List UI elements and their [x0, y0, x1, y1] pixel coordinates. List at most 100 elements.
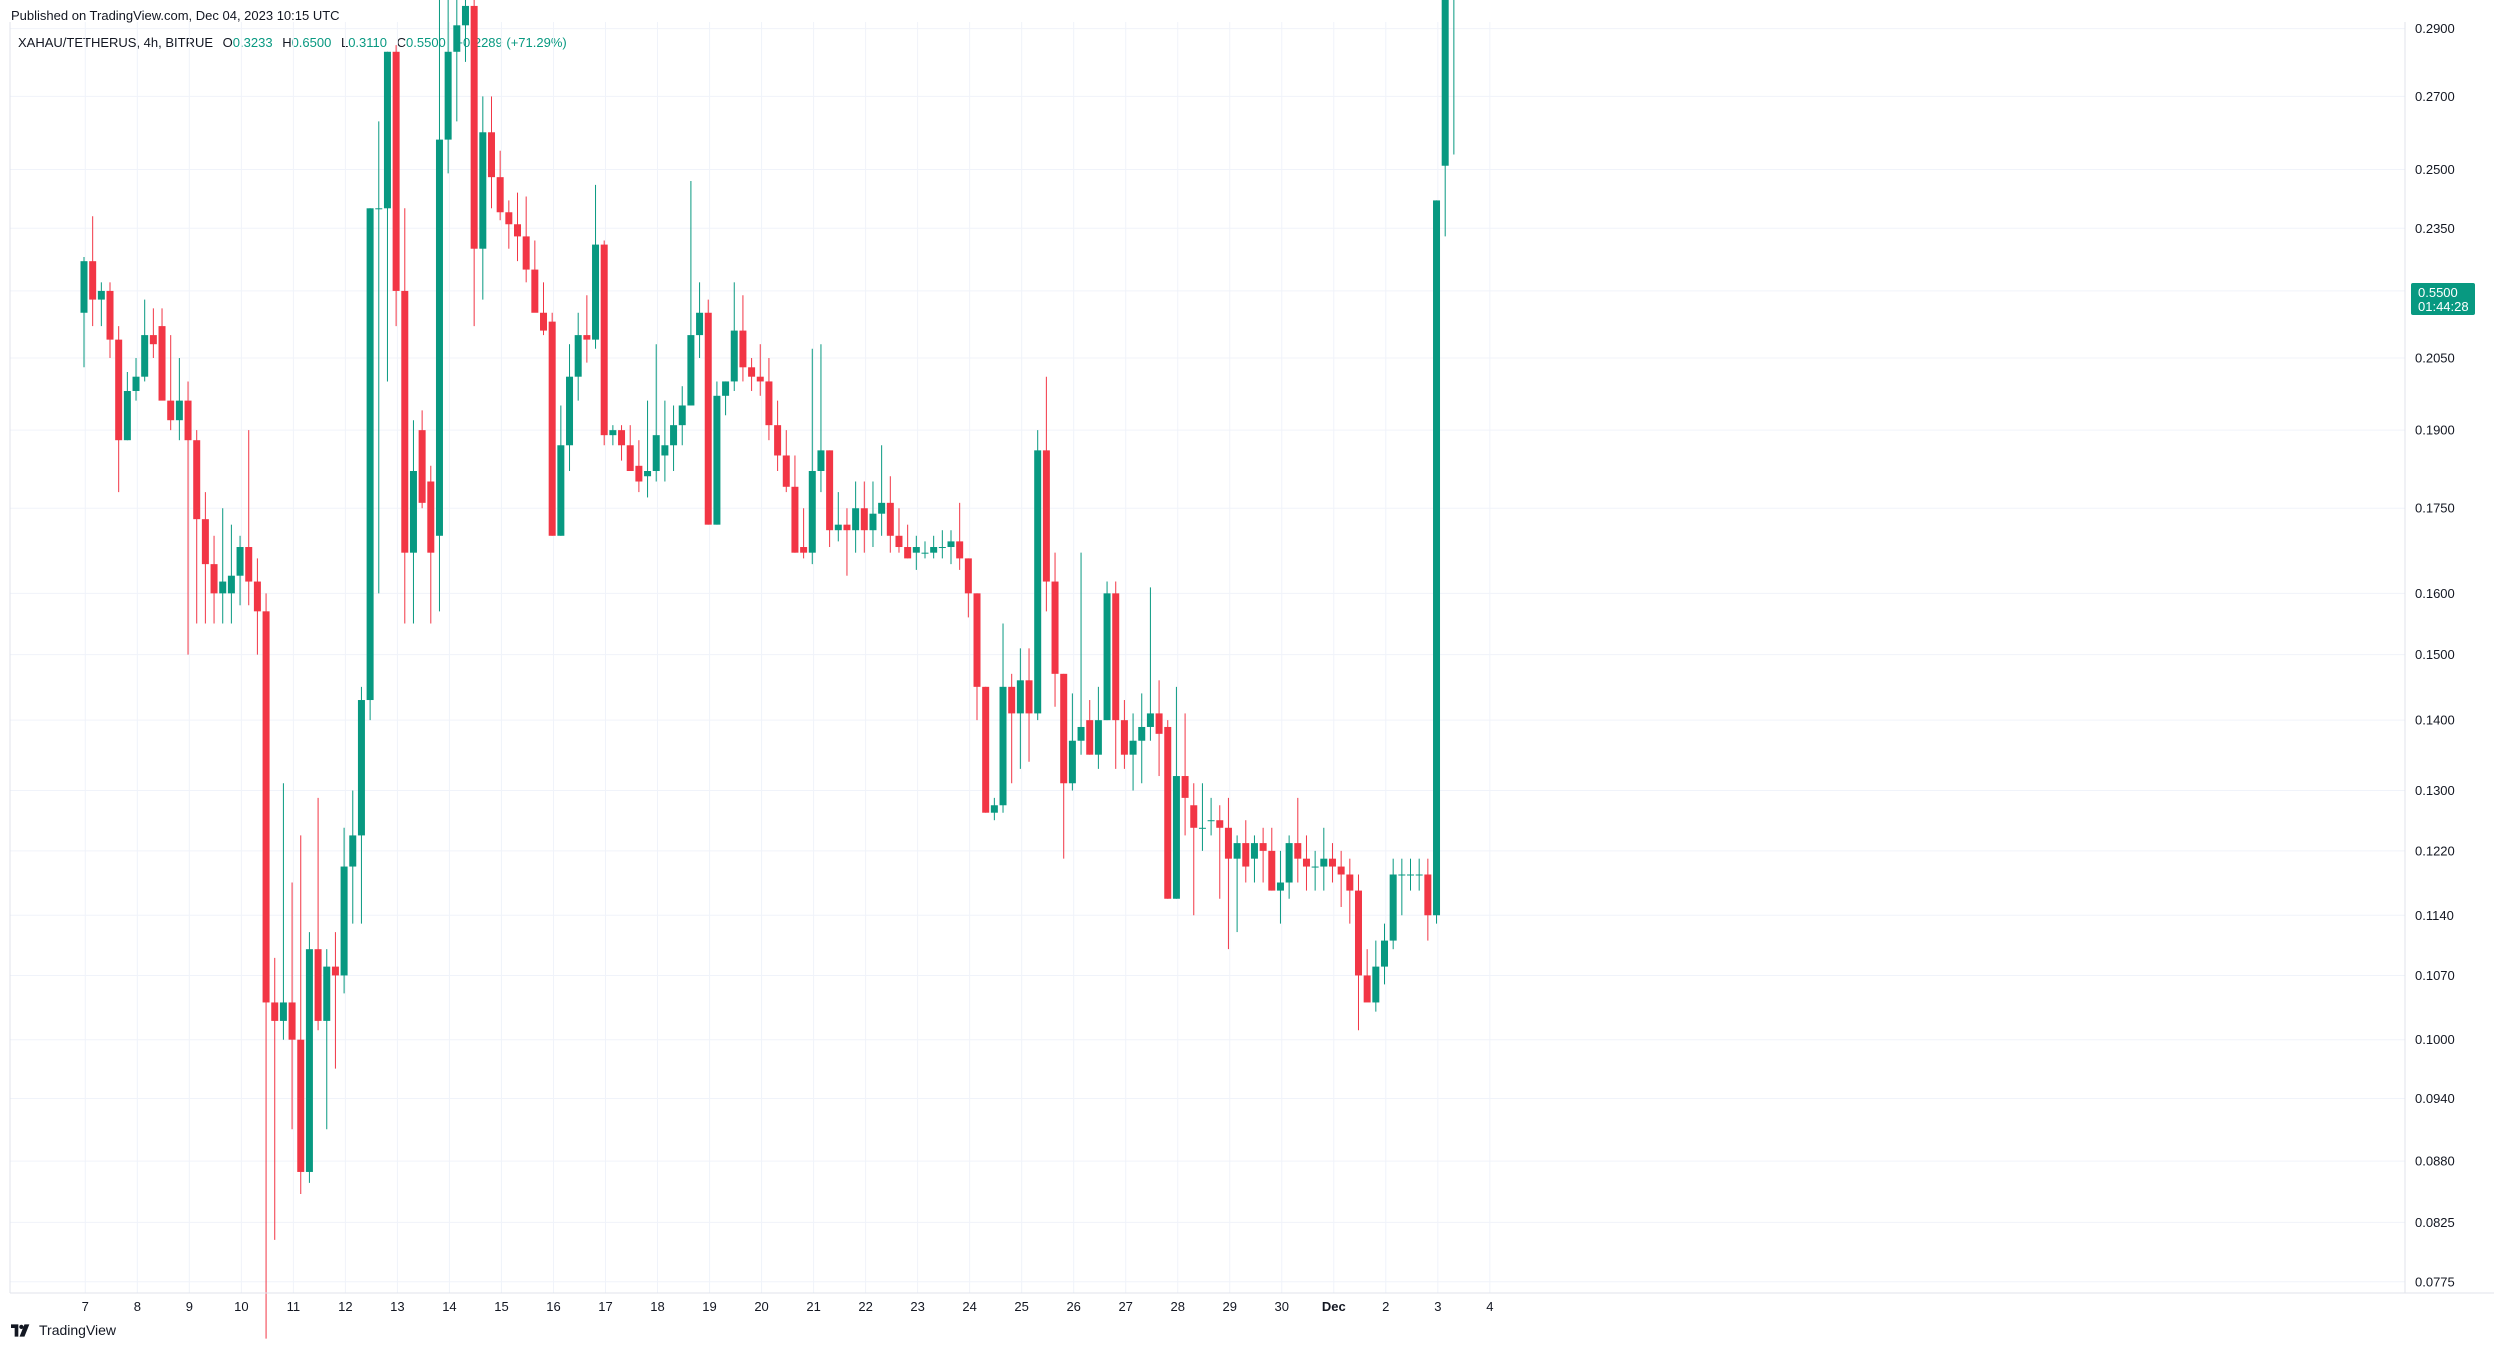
x-tick-label: 17 [598, 1299, 612, 1314]
candle-body [262, 611, 270, 1003]
candle-body [1433, 200, 1441, 916]
candle-body [184, 400, 192, 441]
candle-body [461, 5, 469, 26]
y-tick-label: 0.2050 [2415, 350, 2455, 365]
grid-lines [10, 22, 2405, 1293]
candle-body [791, 486, 799, 553]
candle-body [435, 139, 443, 536]
candle-body [227, 575, 235, 594]
x-tick-label: 18 [650, 1299, 664, 1314]
candle-body [574, 335, 582, 377]
candle-body [149, 335, 157, 345]
candle-body [1181, 776, 1189, 798]
candle-body [739, 330, 747, 368]
time-axis[interactable]: 7 8 9 10 11 12 13 14 15 16 17 18 19 20 21 22 23 24 25 26 27 2… [82, 1299, 1494, 1314]
x-tick-label: 8 [134, 1299, 141, 1314]
candle-body [895, 535, 903, 548]
footer-brand[interactable]: TradingView [11, 1322, 116, 1338]
candle-body [409, 471, 417, 553]
x-tick-label: 2 [1382, 1299, 1389, 1314]
candle-body [921, 552, 929, 554]
candle-body [765, 381, 773, 426]
candle-body [427, 481, 435, 553]
candle-body [1311, 866, 1319, 868]
candle-body [89, 261, 97, 300]
x-tick-label: 7 [82, 1299, 89, 1314]
candle-body [904, 547, 912, 559]
candle-body [635, 465, 643, 482]
candle-body [201, 519, 209, 565]
candle-body [800, 547, 808, 553]
x-tick-label: 30 [1275, 1299, 1289, 1314]
x-tick-label: 4 [1486, 1299, 1493, 1314]
candle-body [704, 312, 712, 525]
candle-body [210, 564, 218, 594]
candle-body [956, 541, 964, 559]
price-tag-price: 0.5500 [2418, 285, 2458, 300]
candle-body [357, 700, 365, 836]
x-tick-label: 24 [962, 1299, 976, 1314]
y-tick-label: 0.1300 [2415, 783, 2455, 798]
candle-body [505, 212, 513, 225]
y-tick-label: 0.1220 [2415, 843, 2455, 858]
candle-body [1346, 874, 1354, 891]
candle-body [886, 502, 894, 536]
candle-body [1129, 740, 1137, 755]
candle-body [1268, 850, 1276, 891]
candle-body [592, 244, 600, 340]
published-note: Published on TradingView.com, Dec 04, 20… [11, 8, 340, 23]
candle-body [748, 367, 756, 377]
candle-body [279, 1002, 287, 1021]
price-axis[interactable]: 0.90000.84000.78000.72000.66000.62000.58… [2415, 0, 2455, 1289]
low-value: 0.3110 [348, 35, 387, 50]
candle-body [1424, 874, 1432, 916]
candle-body [141, 335, 149, 377]
candle-body [990, 805, 998, 813]
y-tick-label: 0.2700 [2415, 89, 2455, 104]
candle-body [1259, 843, 1267, 851]
y-tick-label: 0.2500 [2415, 162, 2455, 177]
high-label: H [282, 35, 292, 50]
candle-body [722, 381, 730, 396]
candle-body [253, 581, 261, 612]
candle-body [652, 435, 660, 472]
candle-body [349, 835, 357, 867]
candle-body [1025, 680, 1033, 714]
candle-body [1415, 874, 1423, 876]
candle-body [1172, 776, 1180, 899]
candle-body [774, 425, 782, 456]
y-tick-label: 0.0775 [2415, 1274, 2455, 1289]
candle-body [1242, 843, 1250, 867]
candle-body [245, 547, 253, 582]
candle-body [1034, 450, 1042, 714]
candle-body [938, 547, 946, 549]
candle-body [123, 390, 131, 441]
candle-body [973, 593, 981, 687]
candle-body [548, 321, 556, 536]
candle-body [305, 949, 313, 1172]
candle-body [1285, 843, 1293, 883]
candle-body [869, 513, 877, 531]
candle-body [557, 445, 565, 536]
candle-body [1302, 858, 1310, 867]
candle-body [999, 686, 1007, 806]
candle-body [930, 547, 938, 553]
candle-body [132, 376, 140, 391]
x-tick-label: 10 [234, 1299, 248, 1314]
candle-body [1354, 890, 1362, 976]
x-tick-label: 3 [1434, 1299, 1441, 1314]
y-tick-label: 0.0825 [2415, 1215, 2455, 1230]
candle-body [366, 208, 374, 701]
close-value: 0.5500 [406, 35, 446, 50]
low-label: L [340, 35, 349, 50]
x-tick-label: 9 [186, 1299, 193, 1314]
x-tick-label: 26 [1066, 1299, 1080, 1314]
candle-body [323, 966, 331, 1021]
candle-body [487, 132, 495, 178]
candle-body [175, 400, 183, 421]
candle-body [1051, 581, 1059, 674]
x-tick-label: 25 [1014, 1299, 1028, 1314]
y-tick-label: 0.1750 [2415, 501, 2455, 516]
candle-body [1164, 726, 1172, 899]
